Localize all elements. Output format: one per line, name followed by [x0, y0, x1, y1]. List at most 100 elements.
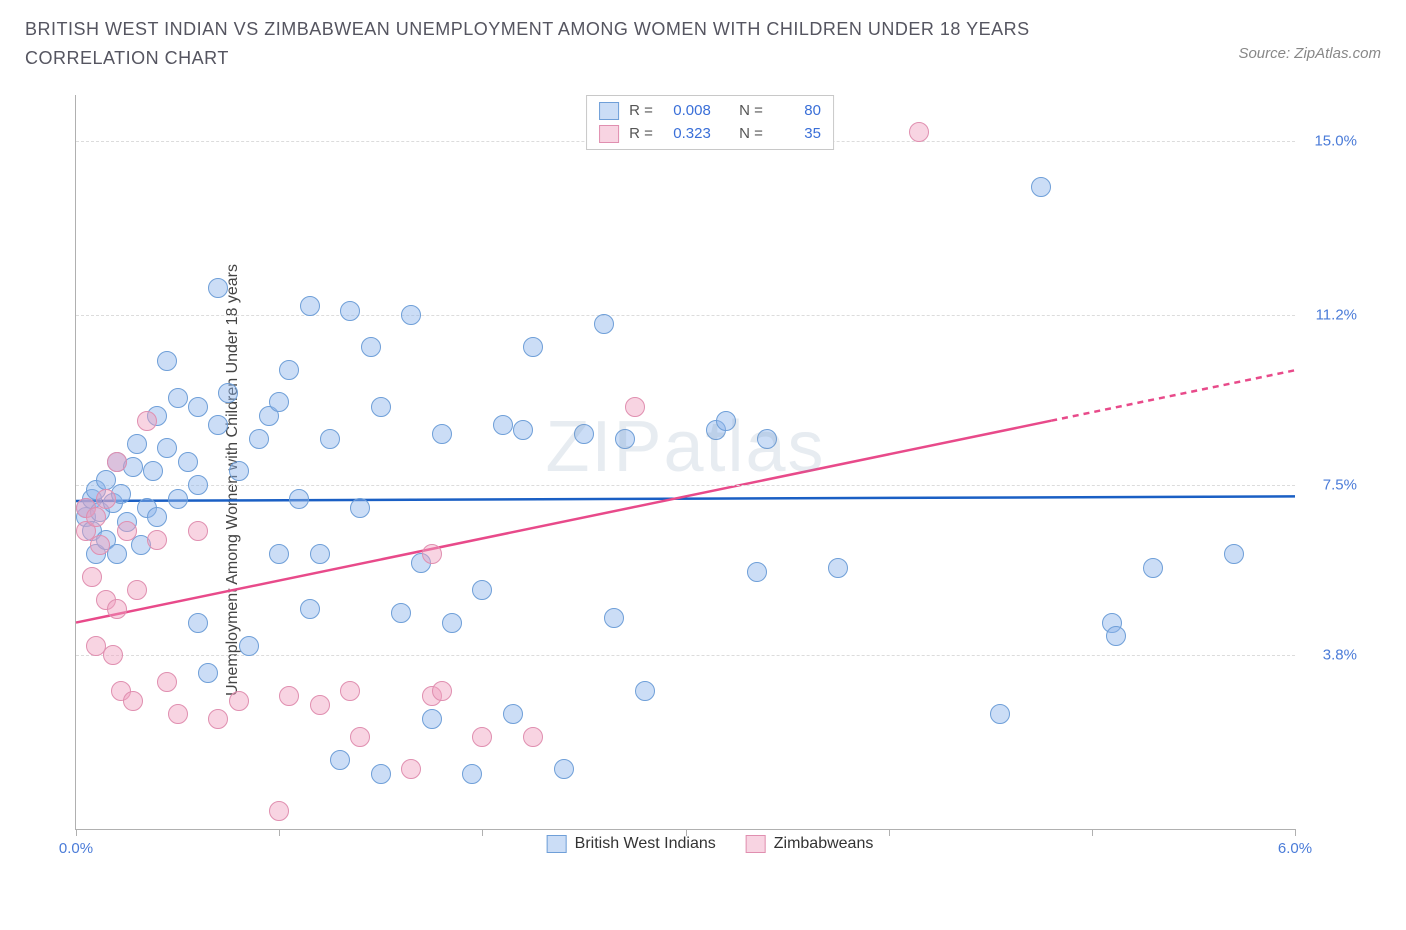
- data-point: [107, 452, 127, 472]
- data-point: [432, 681, 452, 701]
- x-tick-label: 0.0%: [59, 840, 93, 857]
- x-tick-label: 6.0%: [1278, 840, 1312, 857]
- stat-label-r: R =: [629, 123, 653, 146]
- data-point: [178, 452, 198, 472]
- data-point: [249, 429, 269, 449]
- data-point: [188, 397, 208, 417]
- legend-swatch: [547, 835, 567, 853]
- data-point: [188, 475, 208, 495]
- data-point: [198, 663, 218, 683]
- legend-label: Zimbabweans: [774, 835, 874, 853]
- data-point: [401, 305, 421, 325]
- data-point: [330, 750, 350, 770]
- legend-item: Zimbabweans: [746, 835, 874, 853]
- data-point: [168, 704, 188, 724]
- legend-stats-row: R =0.008 N =80: [599, 100, 821, 123]
- gridline-horizontal: [76, 485, 1295, 486]
- data-point: [208, 709, 228, 729]
- data-point: [422, 544, 442, 564]
- data-point: [127, 434, 147, 454]
- chart-title: BRITISH WEST INDIAN VS ZIMBABWEAN UNEMPL…: [25, 15, 1125, 73]
- data-point: [747, 562, 767, 582]
- data-point: [269, 392, 289, 412]
- data-point: [208, 415, 228, 435]
- data-point: [137, 411, 157, 431]
- data-point: [168, 489, 188, 509]
- data-point: [218, 383, 238, 403]
- trend-line-dashed: [1051, 370, 1295, 420]
- data-point: [1143, 558, 1163, 578]
- data-point: [340, 301, 360, 321]
- data-point: [371, 764, 391, 784]
- data-point: [300, 599, 320, 619]
- data-point: [229, 461, 249, 481]
- data-point: [168, 388, 188, 408]
- data-point: [615, 429, 635, 449]
- data-point: [188, 613, 208, 633]
- data-point: [269, 801, 289, 821]
- data-point: [635, 681, 655, 701]
- data-point: [123, 691, 143, 711]
- data-point: [269, 544, 289, 564]
- data-point: [828, 558, 848, 578]
- legend-item: British West Indians: [547, 835, 716, 853]
- stat-value-r: 0.008: [663, 100, 711, 123]
- data-point: [103, 645, 123, 665]
- stat-label-n: N =: [739, 100, 763, 123]
- data-point: [472, 727, 492, 747]
- x-tick: [76, 829, 77, 836]
- data-point: [625, 397, 645, 417]
- data-point: [401, 759, 421, 779]
- data-point: [340, 681, 360, 701]
- data-point: [147, 507, 167, 527]
- y-tick-label: 7.5%: [1302, 476, 1357, 493]
- data-point: [594, 314, 614, 334]
- legend-stats-row: R = 0.323 N = 35: [599, 123, 821, 146]
- legend-swatch: [599, 125, 619, 143]
- data-point: [117, 521, 137, 541]
- data-point: [574, 424, 594, 444]
- data-point: [523, 727, 543, 747]
- data-point: [513, 420, 533, 440]
- y-tick-label: 3.8%: [1302, 646, 1357, 663]
- data-point: [554, 759, 574, 779]
- data-point: [82, 567, 102, 587]
- data-point: [391, 603, 411, 623]
- data-point: [990, 704, 1010, 724]
- data-point: [107, 599, 127, 619]
- data-point: [462, 764, 482, 784]
- y-tick-label: 15.0%: [1302, 132, 1357, 149]
- stat-value-n: 35: [773, 123, 821, 146]
- trend-line: [76, 421, 1051, 623]
- data-point: [279, 686, 299, 706]
- data-point: [279, 360, 299, 380]
- data-point: [909, 122, 929, 142]
- data-point: [523, 337, 543, 357]
- stat-value-r: 0.323: [663, 123, 711, 146]
- plot-area: ZIPatlas 3.8%7.5%11.2%15.0%0.0%6.0%: [75, 95, 1295, 830]
- data-point: [208, 278, 228, 298]
- data-point: [96, 489, 116, 509]
- data-point: [143, 461, 163, 481]
- gridline-horizontal: [76, 655, 1295, 656]
- data-point: [472, 580, 492, 600]
- data-point: [239, 636, 259, 656]
- stat-label-n: N =: [739, 123, 763, 146]
- stat-value-n: 80: [773, 100, 821, 123]
- legend-swatch: [746, 835, 766, 853]
- data-point: [1106, 626, 1126, 646]
- source-credit: Source: ZipAtlas.com: [1238, 45, 1381, 62]
- plot-container: Unemployment Among Women with Children U…: [55, 95, 1365, 865]
- data-point: [371, 397, 391, 417]
- data-point: [157, 438, 177, 458]
- data-point: [127, 580, 147, 600]
- data-point: [157, 672, 177, 692]
- data-point: [229, 691, 249, 711]
- legend-swatch: [599, 102, 619, 120]
- legend-stats-box: R = 0.008 N = 80R = 0.323 N = 35: [586, 95, 834, 150]
- data-point: [716, 411, 736, 431]
- data-point: [310, 695, 330, 715]
- bottom-legend: British West Indians Zimbabweans: [547, 835, 874, 853]
- data-point: [493, 415, 513, 435]
- data-point: [604, 608, 624, 628]
